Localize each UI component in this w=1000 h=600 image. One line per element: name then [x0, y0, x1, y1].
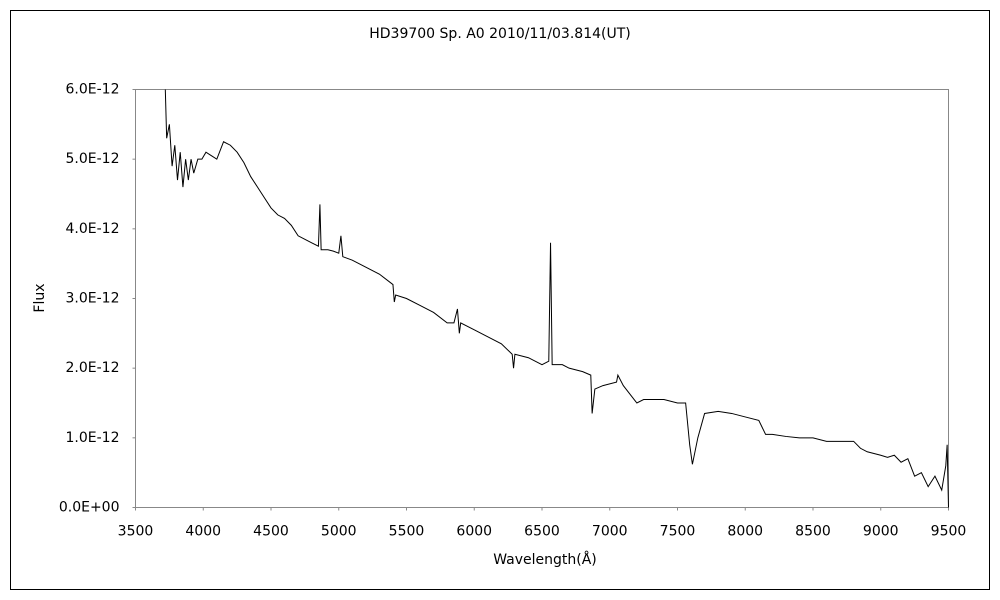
x-axis-label: Wavelength(Å)	[493, 551, 597, 568]
y-tick-label: 2.0E-12	[66, 360, 120, 376]
spectrum-line	[164, 89, 949, 508]
x-tick-label: 6500	[524, 524, 560, 540]
y-tick-label: 5.0E-12	[66, 151, 120, 167]
y-tick-label: 6.0E-12	[66, 82, 120, 98]
x-tick-label: 3500	[118, 524, 154, 540]
x-tick-label: 4500	[253, 524, 289, 540]
x-tick-label: 9000	[863, 524, 899, 540]
x-tick-label: 5500	[389, 524, 425, 540]
y-tick-label: 3.0E-12	[66, 291, 120, 307]
y-tick-label: 0.0E+00	[59, 500, 120, 516]
x-tick-label: 5000	[321, 524, 357, 540]
x-tick-label: 8500	[795, 524, 831, 540]
y-tick-label: 1.0E-12	[66, 430, 120, 446]
x-tick-label: 7000	[592, 524, 628, 540]
plot-frame	[135, 89, 949, 508]
y-tick-label: 4.0E-12	[66, 221, 120, 237]
x-tick-label: 8000	[727, 524, 763, 540]
x-tick-label: 4000	[185, 524, 221, 540]
y-axis-label: Flux	[32, 283, 48, 312]
x-tick-label: 7500	[660, 524, 696, 540]
x-tick-label: 9500	[931, 524, 967, 540]
chart-title: HD39700 Sp. A0 2010/11/03.814(UT)	[369, 26, 631, 42]
chart-border	[10, 10, 990, 590]
x-tick-label: 6000	[456, 524, 492, 540]
